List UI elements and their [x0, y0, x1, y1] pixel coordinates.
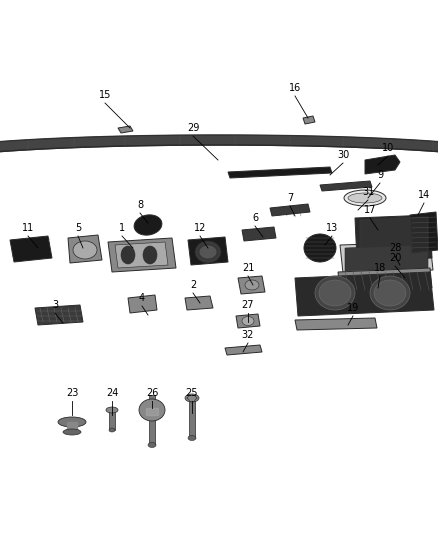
- Text: 31: 31: [362, 187, 374, 197]
- Polygon shape: [295, 318, 377, 330]
- Text: 19: 19: [347, 303, 359, 313]
- Ellipse shape: [304, 234, 336, 262]
- Text: 14: 14: [418, 190, 430, 200]
- Polygon shape: [340, 242, 433, 273]
- Polygon shape: [189, 398, 195, 438]
- Text: 11: 11: [22, 223, 34, 233]
- Text: 29: 29: [187, 123, 199, 133]
- Text: 13: 13: [326, 223, 338, 233]
- Polygon shape: [355, 215, 432, 261]
- Text: 23: 23: [66, 388, 78, 398]
- Polygon shape: [10, 236, 52, 262]
- Ellipse shape: [109, 428, 115, 432]
- Ellipse shape: [139, 399, 165, 421]
- Text: 2: 2: [190, 280, 196, 290]
- Ellipse shape: [134, 215, 162, 235]
- Ellipse shape: [188, 435, 196, 440]
- Polygon shape: [410, 212, 438, 253]
- Ellipse shape: [348, 193, 382, 203]
- Ellipse shape: [374, 280, 406, 306]
- Polygon shape: [109, 410, 115, 430]
- Ellipse shape: [199, 245, 217, 259]
- Ellipse shape: [344, 190, 386, 206]
- Polygon shape: [270, 204, 310, 216]
- Ellipse shape: [259, 230, 269, 238]
- Text: 5: 5: [75, 223, 81, 233]
- Text: 7: 7: [287, 193, 293, 203]
- Polygon shape: [118, 126, 133, 133]
- Polygon shape: [295, 272, 434, 316]
- Polygon shape: [225, 345, 262, 355]
- Polygon shape: [303, 116, 315, 124]
- Text: 27: 27: [242, 300, 254, 310]
- Text: 20: 20: [389, 253, 401, 263]
- Polygon shape: [67, 422, 77, 432]
- Polygon shape: [228, 167, 332, 178]
- Text: 8: 8: [137, 200, 143, 210]
- Text: 12: 12: [194, 223, 206, 233]
- Text: 21: 21: [242, 263, 254, 273]
- Text: 26: 26: [146, 388, 158, 398]
- Polygon shape: [338, 268, 432, 292]
- Polygon shape: [149, 395, 155, 445]
- Polygon shape: [236, 314, 260, 328]
- Text: 17: 17: [364, 205, 376, 215]
- Polygon shape: [108, 238, 176, 272]
- Text: 28: 28: [389, 243, 401, 253]
- Polygon shape: [68, 235, 102, 263]
- Ellipse shape: [106, 407, 118, 413]
- Ellipse shape: [195, 241, 221, 263]
- Ellipse shape: [245, 280, 259, 290]
- Ellipse shape: [185, 394, 199, 402]
- Ellipse shape: [242, 317, 254, 326]
- Ellipse shape: [148, 442, 156, 448]
- Ellipse shape: [58, 417, 86, 427]
- Text: 15: 15: [99, 90, 111, 100]
- Polygon shape: [242, 227, 276, 241]
- Text: 16: 16: [289, 83, 301, 93]
- Ellipse shape: [121, 246, 135, 264]
- Polygon shape: [128, 295, 157, 313]
- Text: 3: 3: [52, 300, 58, 310]
- Polygon shape: [320, 181, 372, 191]
- Polygon shape: [360, 217, 428, 259]
- Ellipse shape: [63, 429, 81, 435]
- Polygon shape: [115, 242, 168, 268]
- Polygon shape: [185, 296, 213, 310]
- Polygon shape: [238, 276, 265, 294]
- Ellipse shape: [315, 276, 355, 310]
- Text: 24: 24: [106, 388, 118, 398]
- Ellipse shape: [143, 246, 157, 264]
- Polygon shape: [365, 155, 400, 174]
- Text: 25: 25: [186, 388, 198, 398]
- Polygon shape: [345, 245, 428, 271]
- Text: 32: 32: [242, 330, 254, 340]
- Text: 4: 4: [139, 293, 145, 303]
- Ellipse shape: [370, 276, 410, 310]
- Ellipse shape: [246, 230, 256, 238]
- Text: 1: 1: [119, 223, 125, 233]
- Polygon shape: [35, 305, 83, 325]
- Ellipse shape: [73, 241, 97, 259]
- Polygon shape: [146, 408, 158, 415]
- Text: 9: 9: [377, 170, 383, 180]
- Polygon shape: [188, 237, 228, 265]
- Text: 30: 30: [337, 150, 349, 160]
- Text: 10: 10: [382, 143, 394, 153]
- Ellipse shape: [319, 280, 351, 306]
- Text: 18: 18: [374, 263, 386, 273]
- Text: 6: 6: [252, 213, 258, 223]
